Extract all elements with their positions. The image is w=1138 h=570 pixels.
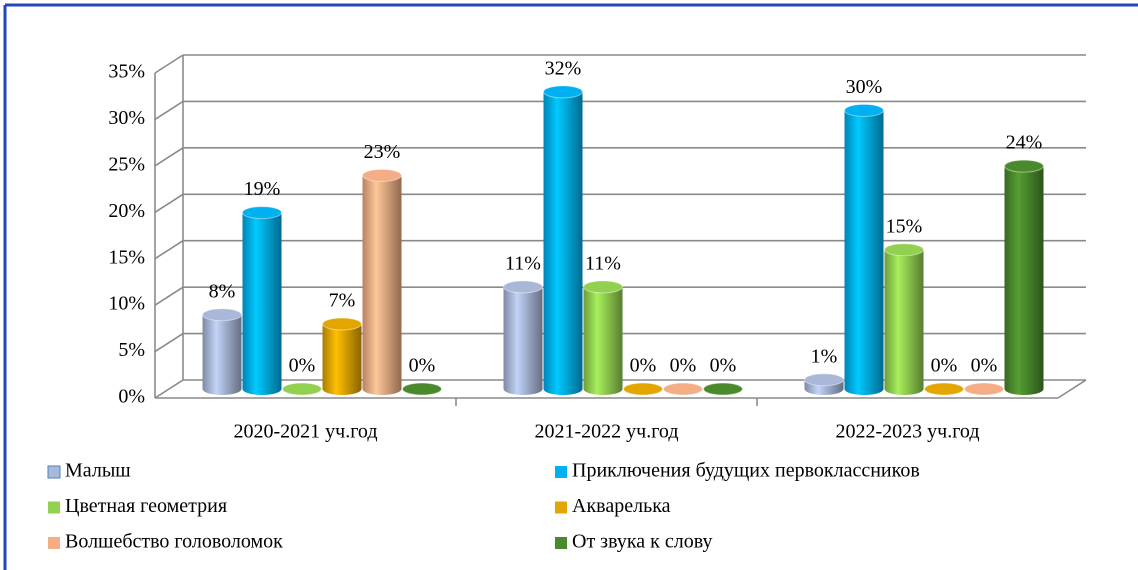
data-label: 0%	[289, 355, 316, 377]
bar-top	[924, 382, 964, 396]
bar	[543, 91, 583, 395]
bar	[362, 175, 402, 395]
bar-top	[362, 168, 402, 182]
x-tick-label: 2022-2023 уч.год	[835, 421, 979, 443]
y-tick-label: 25%	[108, 153, 145, 175]
legend-swatch	[555, 537, 567, 549]
legend-label: Малыш	[65, 460, 131, 482]
legend-label: Волшебство головоломок	[65, 531, 283, 553]
data-label: 1%	[811, 345, 838, 367]
bar	[844, 110, 884, 395]
y-tick-label: 0%	[118, 386, 145, 408]
grid-line-side	[154, 240, 184, 260]
x-tick-label: 2020-2021 уч.год	[233, 421, 377, 443]
bar-top	[1004, 159, 1044, 173]
legend-swatch	[47, 465, 61, 479]
bar-top	[402, 382, 442, 396]
x-tick-label: 2021-2022 уч.год	[534, 421, 678, 443]
bar	[1004, 166, 1044, 395]
bar-top	[282, 382, 322, 396]
data-label: 23%	[364, 141, 401, 163]
grid-line-side	[154, 193, 184, 213]
y-tick-label: 10%	[108, 293, 145, 315]
bar-top	[804, 373, 844, 387]
bar	[202, 314, 242, 395]
bar	[884, 249, 924, 395]
data-label: 0%	[670, 355, 697, 377]
y-tick-label: 5%	[118, 339, 145, 361]
bar-top	[322, 317, 362, 331]
data-label: 0%	[710, 355, 737, 377]
legend-swatch	[555, 501, 567, 514]
bar-top	[964, 382, 1004, 396]
legend-label: Акварелька	[572, 495, 671, 517]
legend-swatch	[555, 466, 567, 478]
data-label: 24%	[1006, 132, 1043, 154]
legend-label: Цветная геометрия	[65, 495, 227, 517]
data-label: 0%	[409, 355, 436, 377]
bar	[583, 286, 623, 395]
bar-top	[703, 382, 743, 396]
data-label: 0%	[931, 355, 958, 377]
data-label: 0%	[971, 355, 998, 377]
data-label: 0%	[630, 355, 657, 377]
bar-top	[583, 280, 623, 294]
bar-top	[663, 382, 703, 396]
data-label: 11%	[585, 252, 621, 274]
y-tick-label: 20%	[108, 200, 145, 222]
data-label: 11%	[505, 252, 541, 274]
grid-line-side	[154, 147, 184, 167]
grid-line-side	[154, 54, 184, 74]
bar	[503, 286, 543, 395]
y-tick-label: 15%	[108, 246, 145, 268]
grid-line-side	[154, 100, 184, 121]
bar-top	[202, 308, 242, 322]
data-label: 15%	[886, 215, 923, 237]
bar-top	[623, 382, 663, 396]
grid-line-side	[154, 332, 184, 353]
legend-label: От звука к слову	[572, 531, 712, 553]
grid-line-side	[154, 286, 184, 306]
data-label: 19%	[244, 178, 281, 200]
data-label: 30%	[846, 76, 883, 98]
bar	[242, 212, 282, 395]
bar-top	[844, 103, 884, 117]
bar-top	[503, 280, 543, 294]
y-tick-label: 30%	[108, 107, 145, 129]
data-label: 32%	[545, 57, 582, 79]
legend-swatch	[48, 537, 60, 549]
bar-top	[543, 85, 583, 99]
bar	[322, 324, 362, 395]
data-label: 7%	[329, 290, 356, 312]
legend-swatch	[48, 501, 60, 514]
bar-top	[884, 243, 924, 257]
legend-label: Приключения будущих первоклассников	[572, 460, 920, 482]
data-label: 8%	[209, 280, 236, 302]
grid-line-side	[154, 379, 184, 399]
bar-top	[242, 206, 282, 220]
y-tick-label: 35%	[108, 61, 145, 83]
